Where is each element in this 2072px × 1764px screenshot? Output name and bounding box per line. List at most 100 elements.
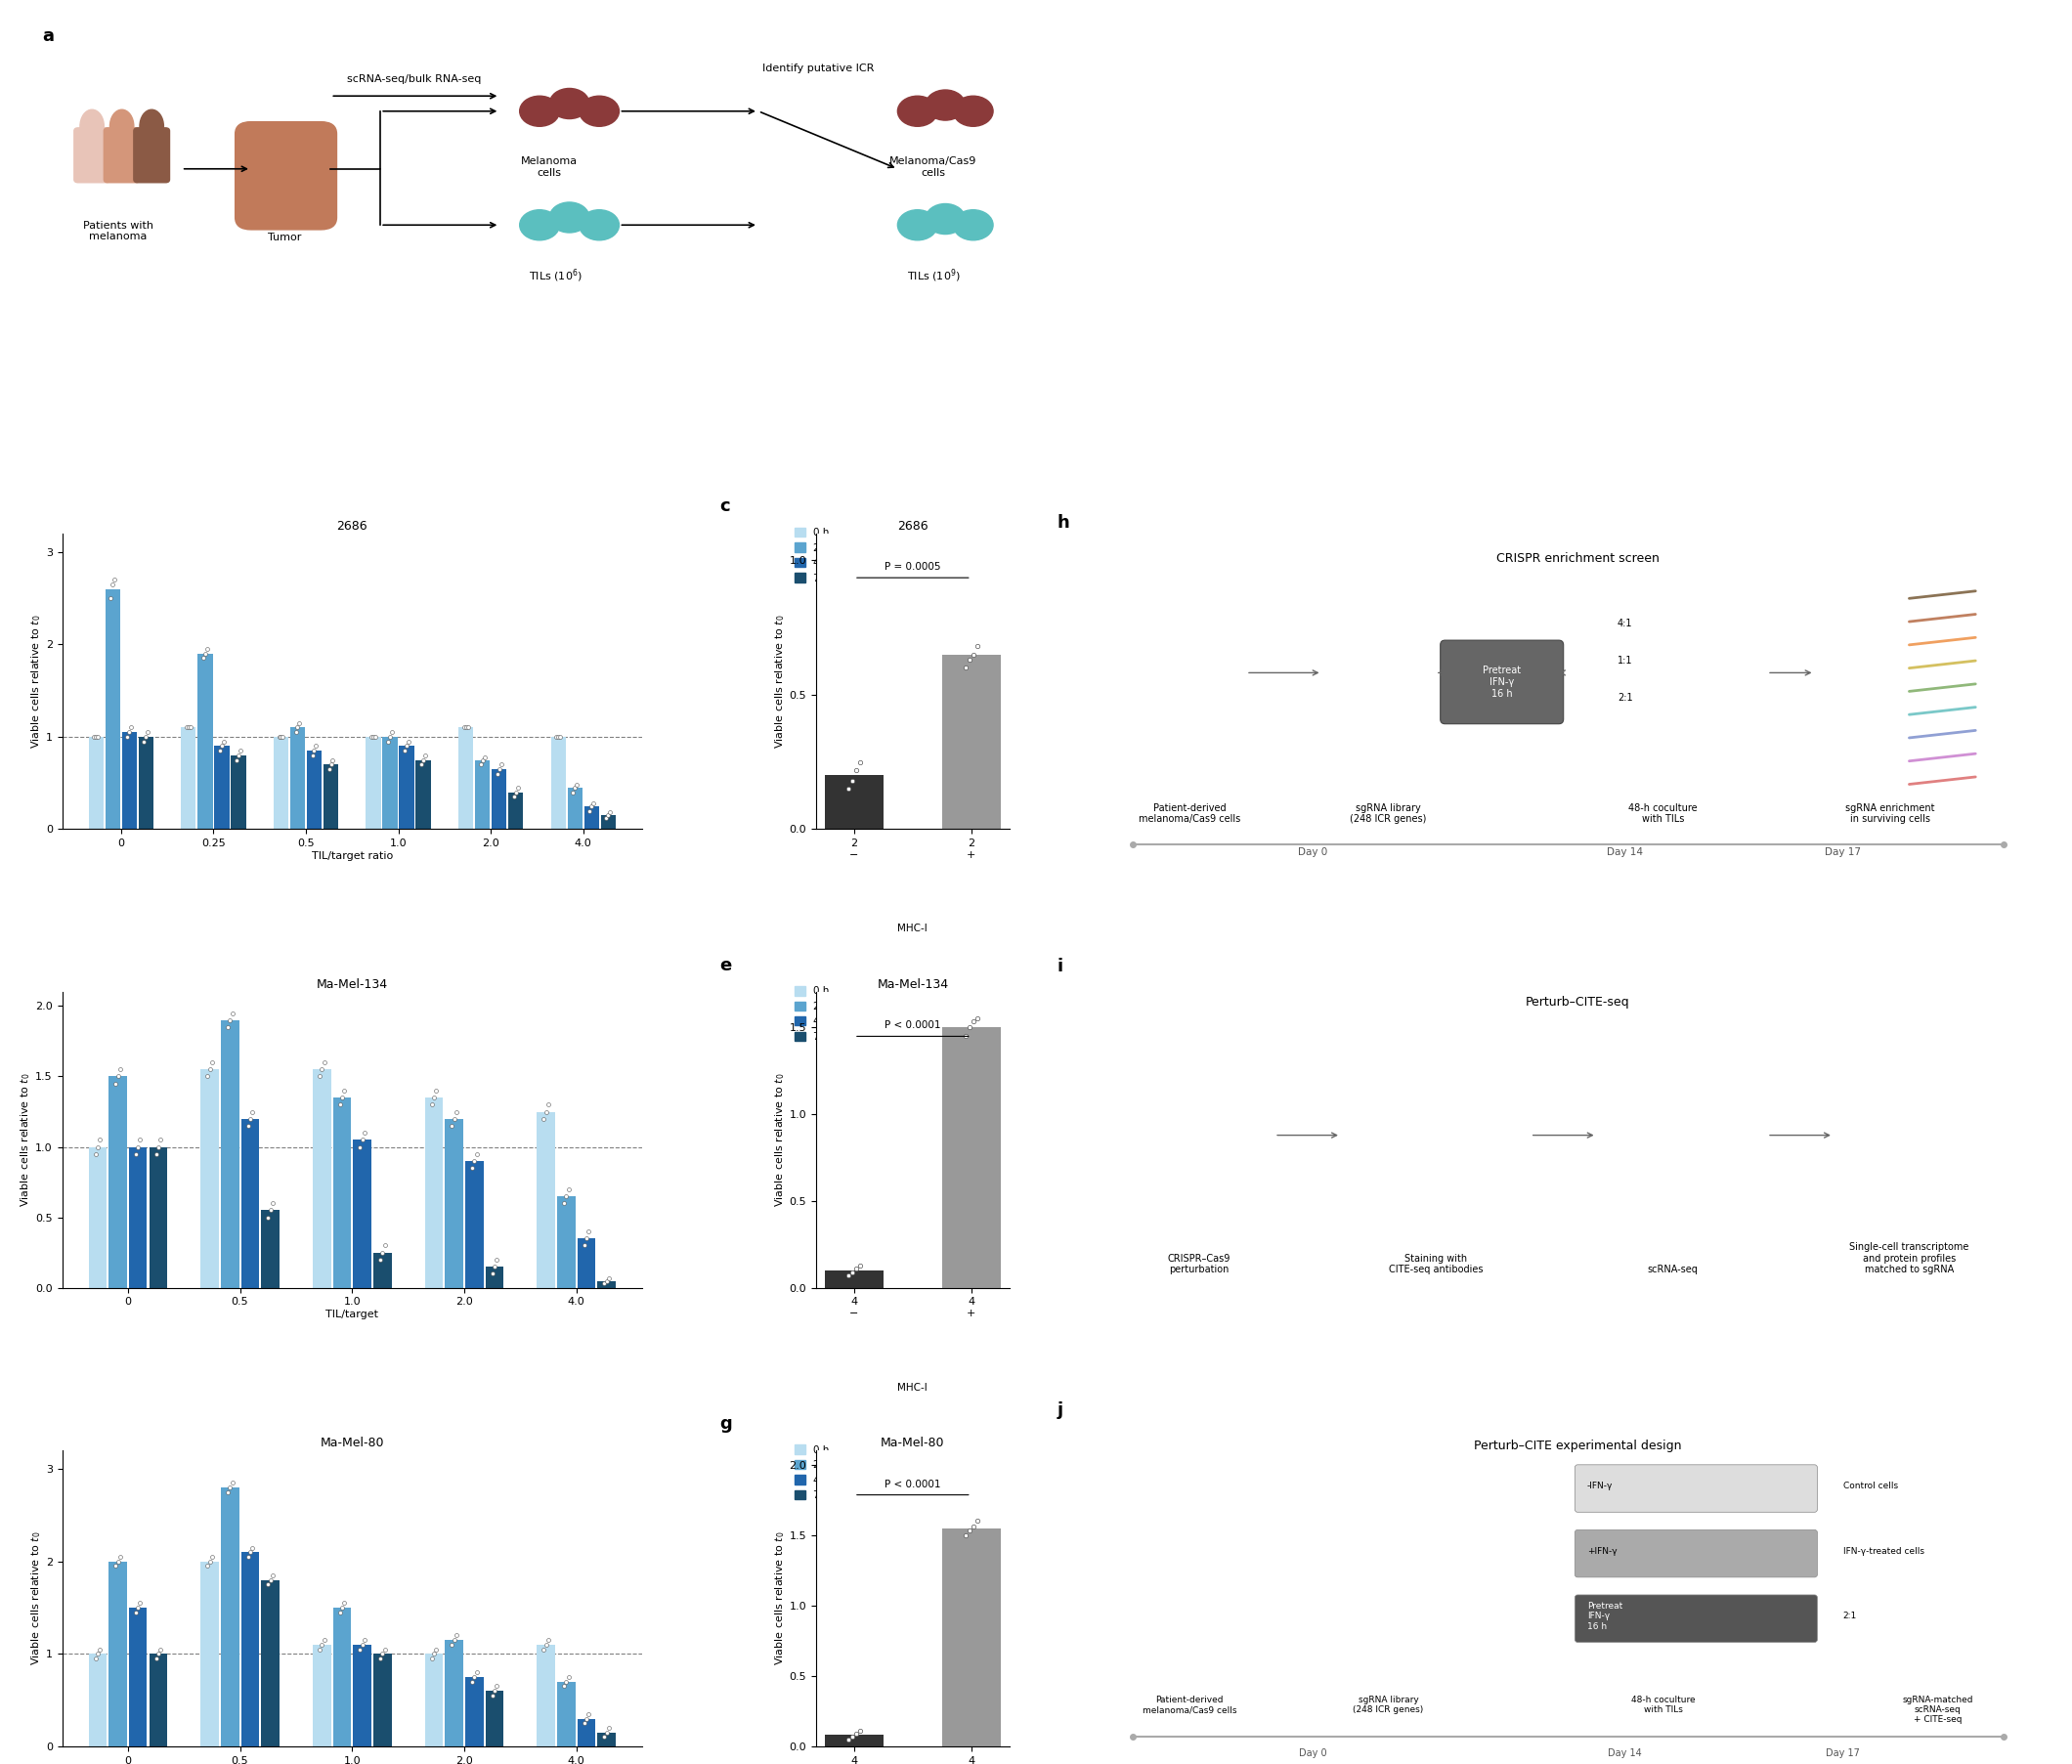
Point (128, 727, 162, 755)
Point (593, 801, 626, 829)
Bar (307, 751, 321, 829)
Point (547, 1672, 580, 1700)
Point (481, 1672, 514, 1700)
Point (323, 1090, 356, 1118)
Text: Melanoma/Cas9
cells: Melanoma/Cas9 cells (889, 157, 978, 178)
Point (236, 1097, 269, 1125)
Bar (445, 1641, 464, 1746)
Point (839, 757, 872, 785)
Point (576, 789, 609, 817)
Point (251, 1570, 284, 1598)
Point (549, 1667, 582, 1695)
Circle shape (520, 95, 559, 127)
Text: Day 17: Day 17 (1825, 1748, 1861, 1759)
Bar (373, 1655, 392, 1746)
Y-axis label: Viable cells relative to $t_0$: Viable cells relative to $t_0$ (29, 1531, 44, 1665)
Point (570, 1704, 603, 1732)
Text: sgRNA-matched
scRNA-seq
+ CITE-seq: sgRNA-matched scRNA-seq + CITE-seq (1902, 1695, 1973, 1725)
Point (843, 1251, 876, 1279)
Circle shape (580, 210, 620, 240)
Text: a: a (41, 28, 54, 46)
Point (593, 1715, 626, 1743)
Point (406, 746, 439, 774)
Point (120, 1598, 153, 1626)
Point (81, 1132, 114, 1161)
Text: Day 14: Day 14 (1608, 847, 1643, 857)
FancyBboxPatch shape (1440, 640, 1564, 723)
Bar (825, 776, 883, 829)
Legend: 0 h, 24 h, 48 h, 72 h: 0 h, 24 h, 48 h, 72 h (792, 983, 839, 1046)
Point (354, 723, 387, 751)
Bar (290, 727, 305, 829)
Bar (508, 792, 524, 829)
Text: P = 0.0005: P = 0.0005 (885, 563, 941, 572)
Point (280, 718, 313, 746)
Point (315, 750, 348, 778)
Point (104, 1055, 137, 1083)
Point (323, 1598, 356, 1626)
Bar (568, 787, 582, 829)
Point (439, 1621, 472, 1649)
Point (220, 746, 253, 774)
Point (593, 1263, 626, 1291)
Y-axis label: Viable cells relative to $t_0$: Viable cells relative to $t_0$ (773, 614, 787, 748)
Bar (551, 737, 566, 829)
Bar (425, 1097, 443, 1288)
FancyBboxPatch shape (135, 127, 170, 182)
Point (195, 1048, 228, 1076)
Text: 1:1: 1:1 (1618, 656, 1633, 665)
Point (232, 1111, 265, 1140)
Point (296, 741, 329, 769)
Point (104, 1544, 137, 1572)
Point (416, 1083, 450, 1111)
Point (831, 1725, 864, 1753)
Bar (466, 1678, 483, 1746)
Point (421, 1635, 454, 1663)
Point (543, 723, 576, 751)
Text: Single-cell transcriptome
and protein profiles
matched to sgRNA: Single-cell transcriptome and protein pr… (1850, 1242, 1968, 1275)
Point (303, 1062, 336, 1090)
Bar (89, 1655, 106, 1746)
Bar (474, 760, 489, 829)
Bar (230, 755, 247, 829)
Point (439, 1097, 472, 1125)
Point (348, 1626, 381, 1655)
Point (961, 632, 995, 660)
Text: MHC-I: MHC-I (897, 1383, 928, 1392)
Bar (597, 1732, 615, 1746)
Point (265, 723, 298, 751)
Circle shape (520, 210, 559, 240)
Point (253, 1196, 286, 1224)
Point (346, 1125, 379, 1154)
Point (348, 1118, 381, 1147)
Point (499, 778, 533, 806)
Point (265, 723, 298, 751)
Y-axis label: Viable cells relative to $t_0$: Viable cells relative to $t_0$ (773, 1531, 787, 1665)
Point (122, 1593, 155, 1621)
Bar (240, 1552, 259, 1746)
Circle shape (549, 88, 588, 118)
Point (568, 1231, 601, 1259)
Bar (485, 1267, 503, 1288)
Point (835, 1722, 868, 1750)
Bar (578, 1718, 595, 1746)
Text: 2:1: 2:1 (1618, 693, 1633, 702)
Point (456, 1667, 489, 1695)
Point (468, 743, 501, 771)
Point (141, 1641, 174, 1669)
Point (124, 1125, 157, 1154)
Point (949, 654, 982, 683)
Point (568, 1709, 601, 1738)
Point (139, 1644, 172, 1672)
Point (344, 1635, 377, 1663)
Point (961, 1506, 995, 1535)
Point (591, 1267, 624, 1295)
Point (526, 1104, 559, 1132)
Bar (240, 1118, 259, 1288)
Point (186, 644, 220, 672)
Point (284, 709, 317, 737)
Point (215, 1469, 249, 1498)
Point (549, 1182, 582, 1210)
Point (843, 748, 876, 776)
Point (253, 1566, 286, 1595)
